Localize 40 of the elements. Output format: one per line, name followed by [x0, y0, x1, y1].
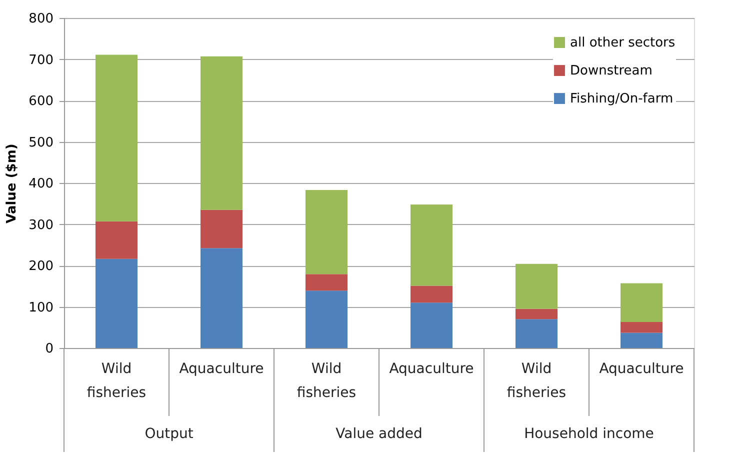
bar: [410, 286, 452, 303]
x-tick-label: Wild fisheries: [506, 361, 566, 401]
legend-label: all other sectors: [570, 36, 676, 50]
bar: [200, 248, 242, 348]
y-tick-label: 500: [28, 135, 54, 150]
x-tick-label: Aquaculture: [179, 361, 264, 377]
bar: [306, 274, 348, 291]
x-tick-label: Aquaculture: [599, 361, 684, 377]
bar: [516, 308, 558, 320]
bar: [410, 302, 452, 348]
bar: [620, 322, 662, 333]
bar: [96, 54, 138, 222]
y-axis-title: Value ($m): [4, 144, 20, 224]
y-tick-label: 200: [28, 259, 54, 274]
y-tick-label: 600: [28, 94, 54, 109]
bar: [306, 190, 348, 274]
bar: [516, 319, 558, 348]
bar: [200, 56, 242, 210]
bar: [306, 290, 348, 348]
y-tick-label: 800: [28, 12, 54, 26]
y-tick-label: 100: [28, 300, 54, 316]
x-tick-label: Aquaculture: [389, 361, 474, 377]
x-tick-label: Wild fisheries: [296, 361, 356, 401]
legend-label: Downstream: [570, 64, 652, 78]
x-tick-label: Wild fisheries: [86, 361, 146, 401]
bar: [620, 332, 662, 348]
text: Household income: [524, 426, 654, 442]
bar: [200, 210, 242, 248]
y-tick-label: 400: [28, 176, 54, 192]
bar: [516, 264, 558, 309]
text: Value added: [336, 426, 422, 442]
legend-label: Fishing/On-farm: [570, 92, 674, 106]
y-tick-label: 300: [28, 218, 54, 233]
bar: [96, 258, 138, 348]
bar: [620, 283, 662, 322]
bar: [410, 204, 452, 286]
y-tick-label: 700: [28, 52, 54, 68]
text: Output: [144, 426, 194, 442]
y-tick-label: 0: [45, 342, 54, 356]
bar: [96, 221, 138, 259]
